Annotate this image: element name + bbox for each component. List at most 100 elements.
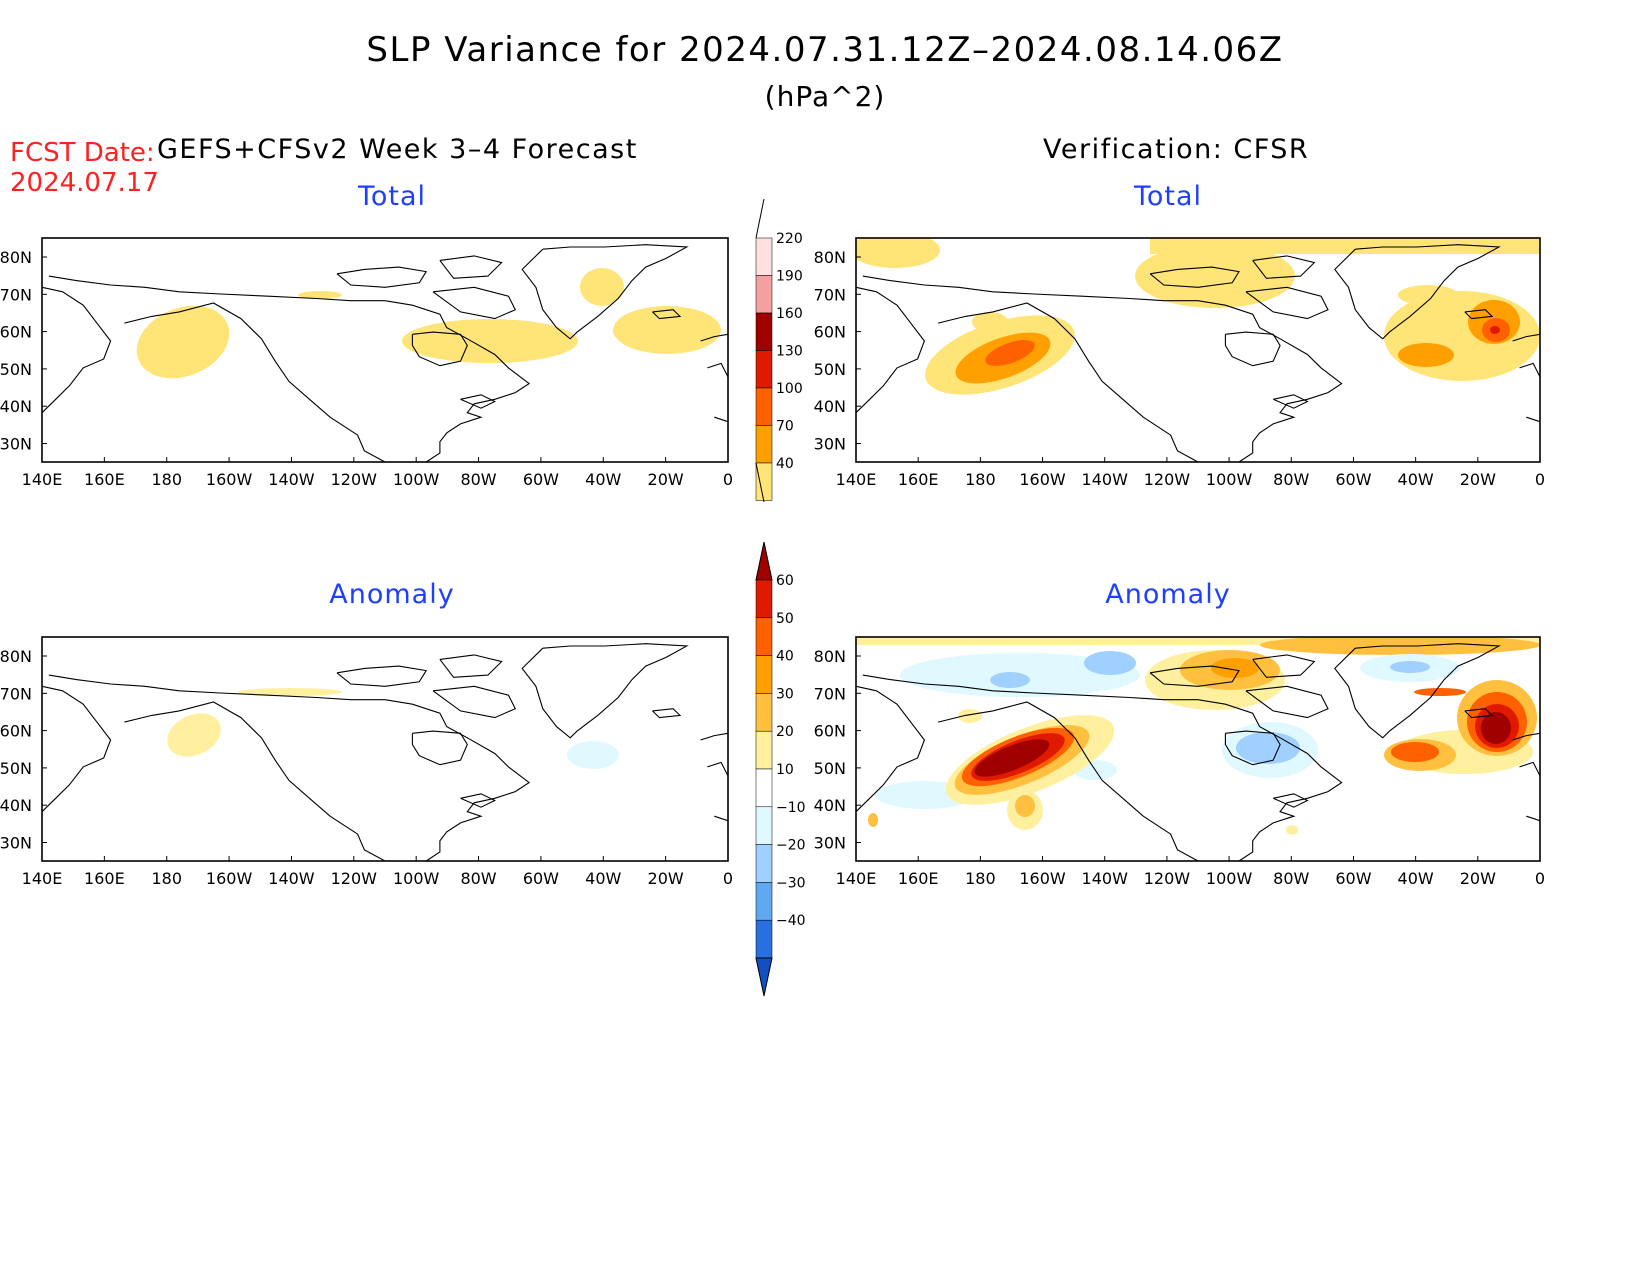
lon-tick-label: 140W xyxy=(1082,470,1129,489)
coastline-segment xyxy=(521,244,689,340)
shading-total-verification xyxy=(856,238,1540,395)
colorbar-total-swatch xyxy=(755,275,773,314)
colorbar-anomaly-label: 30 xyxy=(776,686,794,702)
lon-tick-label: 40W xyxy=(585,869,621,888)
coastline-segment xyxy=(460,793,497,808)
lat-tick-label: 80N xyxy=(0,248,32,267)
colorbar-total: 220 190 160 130 100 70 40 xyxy=(755,198,803,503)
lon-tick-label: 180 xyxy=(965,869,996,888)
lon-tick-label: 160E xyxy=(898,470,939,489)
colorbar-anomaly-label: 60 xyxy=(776,573,794,589)
coastline-total-forecast xyxy=(41,244,729,463)
colorbar-total-swatch xyxy=(755,462,773,501)
lon-tick-label: 80W xyxy=(1273,869,1309,888)
coastline-segment xyxy=(1149,665,1240,687)
colorbar-anomaly-label: 10 xyxy=(776,762,794,778)
coastline-segment xyxy=(652,309,682,320)
coastline-anomaly-forecast xyxy=(41,643,729,862)
colorbar-total-swatch xyxy=(755,425,773,464)
fcst-date: 2024.07.17 xyxy=(10,168,159,198)
coastline-segment xyxy=(1252,654,1316,678)
coastlines xyxy=(41,244,1541,862)
lat-tick-label: 80N xyxy=(814,647,846,666)
coastline-segment xyxy=(855,685,926,813)
lat-tick-label: 70N xyxy=(0,285,32,304)
coastline-segment xyxy=(1245,286,1329,320)
lon-tick-label: 20W xyxy=(648,869,684,888)
coastline-segment xyxy=(652,708,682,719)
lat-tick-label: 60N xyxy=(814,323,846,342)
colorbar-total-label: 160 xyxy=(776,306,803,322)
colorbar-total-end-bottom xyxy=(755,462,765,503)
coastline-segment xyxy=(1526,815,1541,822)
coastline-segment xyxy=(862,275,1343,463)
colorbar-anomaly-swatch xyxy=(755,768,773,808)
lat-tick-label: 40N xyxy=(814,397,846,416)
colorbar-anomaly-swatch xyxy=(755,919,773,959)
coastline-segment xyxy=(937,302,1199,463)
map-anomaly-verification xyxy=(856,637,1540,861)
coastline-segment xyxy=(48,674,531,862)
coastline-segment xyxy=(1149,266,1240,288)
lon-tick-label: 160W xyxy=(1019,470,1066,489)
colorbar-anomaly-label: −20 xyxy=(776,838,806,854)
colorbar-anomaly-swatch xyxy=(755,844,773,883)
coastline-segment xyxy=(937,701,1199,862)
coastline-segment xyxy=(714,416,729,423)
lon-tick-label: 80W xyxy=(1273,470,1309,489)
colorbar-total-label: 220 xyxy=(776,231,803,247)
colorbar-anomaly-label: 40 xyxy=(776,649,794,665)
coastline-segment xyxy=(1252,255,1316,279)
lon-tick-label: 140W xyxy=(268,470,315,489)
lat-tick-label: 30N xyxy=(0,435,32,454)
lon-tick-label: 160E xyxy=(84,470,125,489)
colorbar-anomaly-swatch xyxy=(755,655,773,694)
lon-tick-label: 100W xyxy=(393,869,440,888)
coastline-segment xyxy=(1512,732,1541,741)
lon-tick-label: 60W xyxy=(1335,470,1371,489)
frame-total-verification xyxy=(855,237,1541,463)
lat-tick-label: 50N xyxy=(0,759,32,778)
colorbar-total-label: 130 xyxy=(776,344,803,360)
lat-tick-label: 70N xyxy=(0,684,32,703)
lon-tick-label: 60W xyxy=(1335,869,1371,888)
lon-tick-label: 0 xyxy=(1535,869,1545,888)
colorbar-anomaly-swatch xyxy=(755,617,773,656)
coastline-segment xyxy=(1464,309,1494,320)
coastline-total-verification xyxy=(855,244,1541,463)
colorbar-total-label: 40 xyxy=(776,456,794,472)
colorbar-total-label: 190 xyxy=(776,269,803,285)
coastline-segment xyxy=(1272,793,1309,808)
coastline-segment xyxy=(432,685,517,719)
coastline-segment xyxy=(1224,331,1281,367)
lon-tick-label: 140E xyxy=(22,470,63,489)
lon-tick-label: 0 xyxy=(723,470,733,489)
lon-tick-label: 160W xyxy=(1019,869,1066,888)
colorbar-anomaly-label: −30 xyxy=(776,875,806,891)
map-frames xyxy=(41,237,1541,862)
colorbar-anomaly-label: 20 xyxy=(776,724,794,740)
lon-tick-label: 60W xyxy=(523,470,559,489)
colorbars: 220 190 160 130 100 70 40 60 50 40 30 20 10 −10 −20 −30… xyxy=(755,198,806,997)
map-total-forecast xyxy=(42,238,728,462)
fcst-label: FCST Date: xyxy=(10,138,155,168)
coastline-segment xyxy=(707,761,729,777)
coastline-segment xyxy=(48,275,531,463)
lon-tick-label: 40W xyxy=(1398,869,1434,888)
forecast-heading: GEFS+CFSv2 Week 3–4 Forecast xyxy=(157,134,638,165)
coastline-segment xyxy=(1519,761,1541,777)
coastline-segment xyxy=(1245,685,1329,719)
frame-anomaly-forecast xyxy=(41,636,729,862)
lat-tick-label: 70N xyxy=(814,684,846,703)
colorbar-total-swatch xyxy=(755,312,773,351)
lon-tick-label: 100W xyxy=(393,470,440,489)
map-total-verification xyxy=(856,238,1540,462)
lon-tick-label: 160E xyxy=(898,869,939,888)
lat-tick-label: 80N xyxy=(0,647,32,666)
colorbar-anomaly-swatch xyxy=(755,806,773,845)
colorbar-total-label: 100 xyxy=(776,381,803,397)
lon-tick-label: 120W xyxy=(1144,470,1191,489)
lon-tick-label: 80W xyxy=(460,869,496,888)
colorbar-anomaly-arrow-top xyxy=(755,541,773,581)
